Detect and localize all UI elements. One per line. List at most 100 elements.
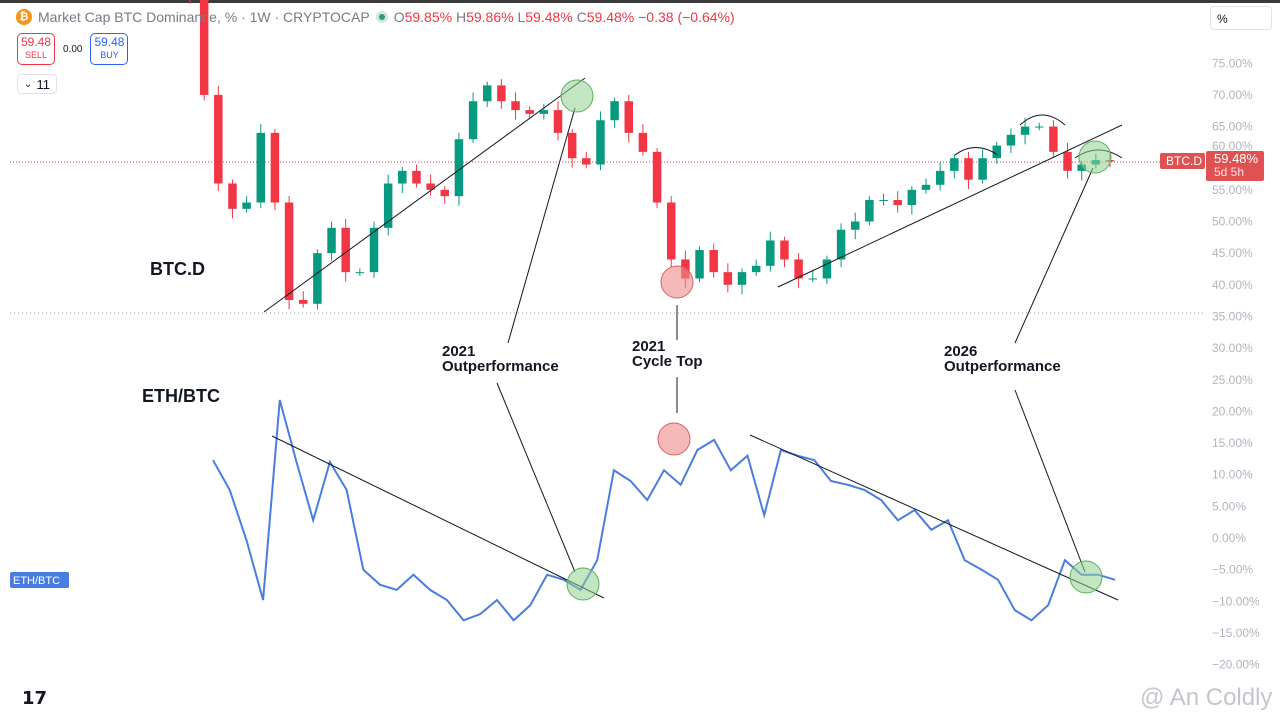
candle <box>398 170 407 184</box>
eth-series-tag-label: ETH/BTC <box>13 575 60 587</box>
candle <box>355 272 365 274</box>
price-axis-label <box>1206 151 1264 181</box>
candle <box>567 132 577 159</box>
symbol-legend: ₿ Market Cap BTC Dominance, % · 1W · CRY… <box>16 9 735 25</box>
candle <box>1049 126 1058 152</box>
arrow-2026-down <box>1014 389 1086 573</box>
candle <box>836 229 846 260</box>
eth-series-tag <box>10 572 69 588</box>
candle <box>1006 134 1016 146</box>
y-tick-label: 50.00% <box>1212 215 1253 229</box>
candle <box>1063 151 1072 171</box>
green-circle-btc-2021 <box>560 79 594 113</box>
eth-downtrend-2026 <box>749 434 1119 601</box>
indicators-collapse-button[interactable]: ⌄ 11 <box>17 74 57 94</box>
candle <box>1034 126 1044 128</box>
y-tick-label: 15.00% <box>1212 436 1253 450</box>
eth-downtrend-2021 <box>271 435 605 599</box>
annotation-2021-year: 2021 <box>442 343 475 360</box>
annotation-2026-year: 2026 <box>944 343 977 360</box>
bitcoin-icon: ₿ <box>16 9 32 25</box>
candle <box>794 259 803 279</box>
btc-uptrend-2026 <box>777 124 1123 288</box>
annotation-cycle-year: 2021 <box>632 338 665 355</box>
candle <box>610 101 619 121</box>
candle <box>582 158 591 165</box>
sell-button[interactable]: 59.48 SELL <box>17 33 55 65</box>
trade-panel: 59.48 SELL 0.00 59.48 BUY <box>17 33 129 65</box>
candle <box>313 253 322 304</box>
candle <box>808 278 818 280</box>
y-tick-label: 60.00% <box>1212 139 1253 153</box>
candle <box>426 183 435 190</box>
ohlc-values: O59.85% H59.86% L59.48% C59.48% −0.38 (−… <box>393 9 735 25</box>
candle <box>978 158 987 180</box>
percent-scale-button[interactable]: % <box>1210 6 1272 30</box>
candle <box>468 101 478 140</box>
tradingview-logo[interactable]: 𝟭𝟳 <box>22 688 48 708</box>
symbol-title[interactable]: Market Cap BTC Dominance, % · 1W · CRYPT… <box>38 9 370 25</box>
y-tick-label: −5.00% <box>1212 563 1253 577</box>
candle <box>482 85 492 102</box>
y-tick-label: 55.00% <box>1212 183 1253 197</box>
y-tick-label: 45.00% <box>1212 246 1253 260</box>
y-tick-label: 70.00% <box>1212 88 1253 102</box>
btcd-annotation: BTC.D <box>150 259 205 279</box>
y-tick-label: 5.00% <box>1212 499 1246 513</box>
candle <box>228 183 237 209</box>
candle <box>214 94 223 184</box>
candle <box>270 132 280 203</box>
y-tick-label: 35.00% <box>1212 309 1253 323</box>
candle <box>525 110 534 114</box>
current-price-value: 59.48% <box>1214 151 1259 166</box>
green-circle-btc-2026 <box>1078 140 1112 174</box>
candle <box>695 249 704 279</box>
candle <box>1077 164 1086 171</box>
y-tick-label: −15.00% <box>1212 626 1260 640</box>
y-tick-label: 75.00% <box>1212 56 1253 70</box>
candle <box>935 170 945 185</box>
symbol-price-tag <box>1160 153 1205 169</box>
candle <box>369 227 379 273</box>
arc-2 <box>1019 114 1066 126</box>
candle <box>850 221 860 230</box>
y-axis: 75.00% 70.00% 65.00% 60.00% 55.00% 50.00% 45.0… <box>1212 56 1260 671</box>
bar-countdown: 5d 5h <box>1214 165 1244 179</box>
drawings <box>263 77 1123 601</box>
arrow-2021-up <box>507 107 576 344</box>
candle <box>511 101 520 111</box>
arrow-2026-up <box>1014 167 1094 344</box>
market-status-icon[interactable] <box>375 11 388 23</box>
eth-btc-line <box>212 399 1116 622</box>
annotation-2026-outperformance: Outperformance <box>944 358 1061 375</box>
candle <box>497 85 506 102</box>
candle <box>992 145 1002 159</box>
candle <box>766 240 775 266</box>
chevron-down-icon: ⌄ <box>24 78 33 90</box>
candle <box>709 249 718 273</box>
ethbtc-annotation: ETH/BTC <box>142 386 220 406</box>
candle <box>652 151 662 203</box>
candle <box>440 189 450 197</box>
candle <box>780 240 789 260</box>
candle <box>751 265 761 273</box>
candle <box>865 199 874 222</box>
buy-button[interactable]: 59.48 BUY <box>90 33 129 65</box>
green-circle-eth-2026 <box>1069 560 1103 594</box>
candle <box>596 120 605 165</box>
candle <box>893 199 902 206</box>
candle <box>950 158 959 171</box>
candle <box>723 272 733 285</box>
candle <box>199 0 209 95</box>
candle <box>638 132 648 152</box>
candle <box>624 101 634 133</box>
candle <box>822 259 832 279</box>
candle <box>298 299 308 304</box>
candle <box>879 199 888 201</box>
symbol-price-tag-label: BTC.D <box>1166 154 1202 168</box>
y-tick-label: 30.00% <box>1212 341 1253 355</box>
y-tick-label: −20.00% <box>1212 658 1260 672</box>
y-tick-label: −10.00% <box>1212 594 1260 608</box>
arc-1 <box>954 147 999 156</box>
